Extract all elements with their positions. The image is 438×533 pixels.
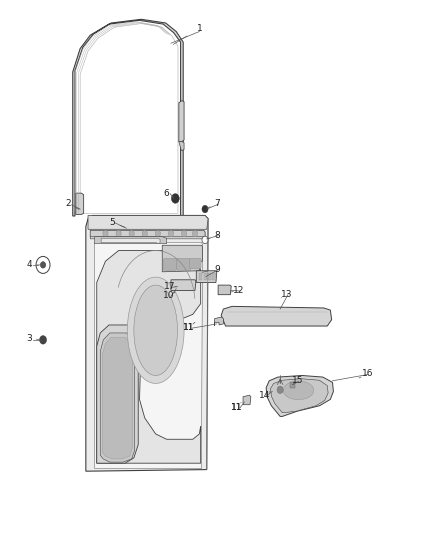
Polygon shape (95, 243, 202, 469)
Circle shape (129, 230, 134, 237)
Text: 15: 15 (292, 376, 304, 385)
Ellipse shape (134, 285, 177, 375)
Text: 8: 8 (214, 231, 220, 240)
Circle shape (116, 230, 121, 237)
Text: 11: 11 (231, 403, 242, 412)
Polygon shape (76, 193, 84, 214)
Polygon shape (97, 325, 138, 463)
Polygon shape (97, 251, 201, 463)
Polygon shape (86, 215, 208, 471)
Bar (208, 273, 211, 280)
Polygon shape (179, 101, 184, 142)
Polygon shape (243, 395, 251, 405)
Text: 2: 2 (66, 199, 71, 208)
Polygon shape (80, 23, 178, 213)
Polygon shape (101, 238, 160, 244)
Circle shape (155, 230, 160, 237)
Text: 16: 16 (362, 369, 373, 378)
FancyBboxPatch shape (163, 259, 176, 270)
Polygon shape (90, 230, 205, 239)
Text: 17: 17 (164, 282, 176, 291)
Bar (212, 273, 215, 280)
Text: 11: 11 (183, 323, 194, 332)
Polygon shape (271, 378, 328, 413)
Polygon shape (88, 215, 208, 229)
Text: 1: 1 (197, 24, 202, 33)
Text: 12: 12 (233, 286, 244, 295)
Polygon shape (196, 271, 217, 282)
Circle shape (103, 230, 108, 237)
Bar (290, 382, 295, 387)
Polygon shape (73, 19, 183, 216)
Text: 13: 13 (281, 289, 293, 298)
Text: 6: 6 (164, 189, 170, 198)
Polygon shape (215, 317, 223, 326)
Text: 9: 9 (214, 265, 220, 273)
Text: 14: 14 (259, 391, 271, 400)
Text: 10: 10 (163, 291, 174, 300)
Ellipse shape (127, 277, 184, 383)
Polygon shape (102, 337, 133, 459)
FancyBboxPatch shape (190, 259, 201, 269)
Circle shape (181, 230, 187, 237)
Circle shape (171, 193, 179, 203)
Text: 4: 4 (26, 261, 32, 269)
Ellipse shape (283, 381, 314, 400)
Circle shape (39, 336, 46, 344)
Circle shape (40, 262, 46, 268)
Polygon shape (179, 142, 184, 151)
Polygon shape (90, 230, 205, 237)
Circle shape (192, 230, 198, 237)
Circle shape (168, 230, 173, 237)
Circle shape (202, 236, 208, 244)
Polygon shape (171, 280, 196, 290)
Text: 7: 7 (214, 199, 220, 208)
Text: 3: 3 (26, 334, 32, 343)
FancyBboxPatch shape (177, 259, 191, 270)
Text: 11: 11 (231, 403, 242, 412)
Polygon shape (162, 245, 202, 272)
Polygon shape (218, 285, 231, 295)
Bar (204, 273, 207, 280)
Polygon shape (100, 333, 135, 462)
Polygon shape (221, 306, 332, 326)
Polygon shape (95, 237, 166, 244)
Circle shape (202, 205, 208, 213)
Polygon shape (266, 375, 333, 416)
Circle shape (142, 230, 148, 237)
Bar (199, 273, 202, 280)
Text: 5: 5 (109, 218, 115, 227)
Circle shape (277, 386, 283, 393)
Circle shape (36, 256, 50, 273)
Text: 11: 11 (183, 323, 194, 332)
